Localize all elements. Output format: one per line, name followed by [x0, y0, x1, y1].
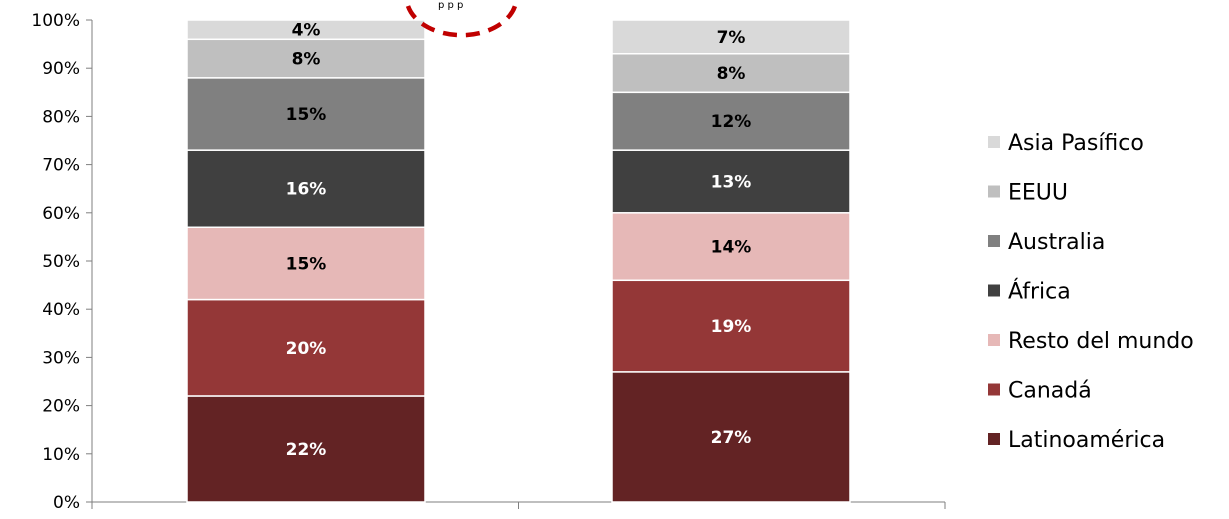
bar-segment: [611, 19, 851, 55]
bar-segment: [186, 77, 426, 151]
legend-label: África: [1008, 279, 1071, 305]
data-label: 27%: [711, 428, 752, 448]
data-label: 8%: [717, 64, 746, 84]
legend-label: Asia Pasífico: [1008, 131, 1144, 156]
legend-swatch: [988, 235, 1000, 247]
data-label: 13%: [711, 172, 752, 192]
segment-labels: 22% 20% 15% 16% 15% 8% 4% 27% 19% 14% 13% 12% 8% 7%: [286, 21, 752, 460]
y-tick-label: 70%: [42, 156, 80, 176]
bar-segment: [611, 91, 851, 151]
legend-swatch: [988, 334, 1000, 346]
legend-label: Latinoamérica: [1008, 428, 1165, 453]
legend-label: Resto del mundo: [1008, 329, 1194, 354]
bar-segment: [186, 395, 426, 503]
x-axis: [91, 501, 946, 509]
legend-item: Asia Pasífico: [988, 131, 1144, 156]
legend-item: África: [988, 279, 1071, 305]
y-tick-label: 50%: [42, 252, 80, 272]
bar-segment: [186, 298, 426, 397]
data-label: 7%: [717, 28, 746, 48]
data-label: 20%: [286, 339, 327, 359]
legend: Asia Pasífico EEUU Australia África Resto de…: [988, 131, 1194, 453]
y-axis: 0% 10% 20% 30% 40% 50% 60% 70% 80% 90% 100%: [31, 11, 93, 513]
legend-label: Canadá: [1008, 379, 1092, 404]
annotation-text: p p p: [438, 0, 463, 11]
bar-segment: [186, 38, 426, 79]
legend-swatch: [988, 433, 1000, 445]
legend-swatch: [988, 185, 1000, 198]
legend-label: Australia: [1008, 230, 1105, 255]
data-label: 16%: [286, 180, 327, 200]
legend-item: EEUU: [988, 181, 1068, 206]
bar-segment: [186, 19, 426, 41]
y-tick-label: 20%: [42, 397, 80, 417]
data-label: 8%: [292, 50, 321, 70]
bar-segment: [611, 371, 851, 503]
data-label: 15%: [286, 105, 327, 125]
y-tick-label: 60%: [42, 204, 80, 224]
legend-item: Canadá: [988, 379, 1092, 404]
legend-item: Resto del mundo: [988, 329, 1194, 354]
data-label: 14%: [711, 238, 752, 258]
data-label: 4%: [292, 21, 321, 41]
y-tick-label: 100%: [31, 11, 80, 31]
legend-item: Latinoamérica: [988, 428, 1165, 453]
bar-segment: [611, 279, 851, 373]
annotation-callout: p p p: [405, 0, 518, 38]
legend-label: EEUU: [1008, 181, 1068, 206]
y-tick-label: 10%: [42, 445, 80, 465]
data-label: 19%: [711, 317, 752, 337]
legend-item: Australia: [988, 230, 1105, 255]
bar-segment: [186, 226, 426, 301]
bar-segment: [611, 149, 851, 214]
bar-segment: [611, 212, 851, 282]
y-tick-label: 30%: [42, 348, 80, 368]
data-label: 22%: [286, 440, 327, 460]
legend-swatch: [988, 284, 1000, 297]
data-label: 15%: [286, 254, 327, 274]
bar-segment: [611, 52, 851, 94]
y-tick-label: 80%: [42, 107, 80, 127]
y-tick-label: 0%: [53, 493, 80, 513]
bars: [186, 19, 851, 503]
y-tick-label: 40%: [42, 300, 80, 320]
bar-segment: [186, 149, 426, 229]
data-label: 12%: [711, 112, 752, 132]
legend-swatch: [988, 383, 1000, 396]
y-tick-label: 90%: [42, 59, 80, 79]
legend-swatch: [988, 136, 1000, 148]
